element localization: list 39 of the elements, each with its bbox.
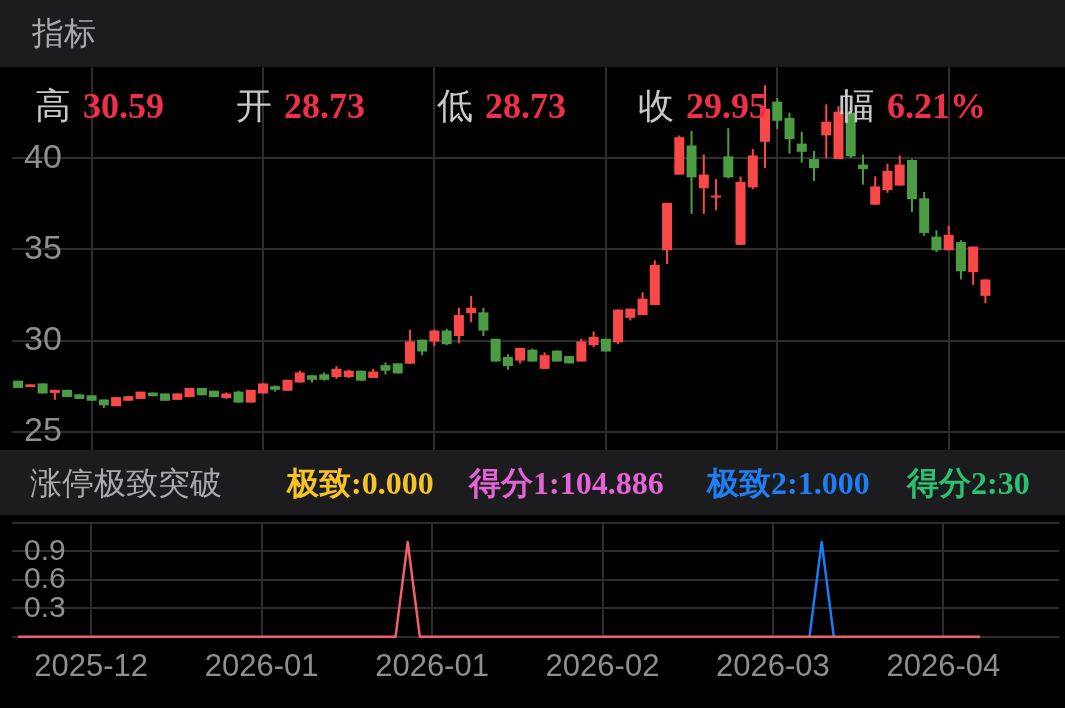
candlestick xyxy=(698,153,709,215)
y-tick-label: 35 xyxy=(24,227,62,266)
candlestick xyxy=(931,229,942,254)
text: 得分1:104.886 xyxy=(469,464,664,503)
annotation: 幅 6.21% xyxy=(839,85,986,126)
annotation: 低 28.73 xyxy=(437,85,566,126)
x-tick-label: 2026-02 xyxy=(545,647,660,683)
x-tick-label: 2026-01 xyxy=(204,647,319,683)
candlestick xyxy=(404,328,415,365)
text: 极致2:1.000 xyxy=(707,464,870,503)
x-tick-label: 2026-01 xyxy=(375,647,489,683)
x-tick-label: 2026-03 xyxy=(716,647,830,683)
candlestick xyxy=(784,111,795,155)
annotation: 开 28.73 xyxy=(236,85,365,126)
candlestick xyxy=(943,224,954,252)
candlestick xyxy=(711,178,722,212)
chart-title: 指标 xyxy=(0,0,1065,67)
candlestick xyxy=(796,130,807,164)
y-tick-label: 30 xyxy=(24,318,62,357)
candlestick xyxy=(576,337,587,363)
candlestick xyxy=(772,97,783,131)
candlestick xyxy=(821,103,832,160)
x-tick-label: 2025-12 xyxy=(34,647,149,683)
candlestick xyxy=(466,294,477,324)
candlestick xyxy=(870,175,881,206)
text: 得分2:30 xyxy=(907,464,1030,503)
y-tick-label: 40 xyxy=(24,136,62,175)
candlestick xyxy=(882,162,893,194)
chart-title: 涨停极致突破 xyxy=(30,464,222,503)
annotation: 高 30.59 xyxy=(35,85,164,126)
text: 极致:0.000 xyxy=(287,464,434,503)
candlestick xyxy=(808,149,819,182)
candlestick xyxy=(894,154,905,187)
candlestick xyxy=(478,306,489,338)
x-tick-label: 2026-04 xyxy=(886,647,1001,683)
y-tick-label: 25 xyxy=(24,410,62,449)
candlestick xyxy=(980,278,991,305)
candlestick xyxy=(453,306,464,345)
candlestick xyxy=(723,127,734,180)
